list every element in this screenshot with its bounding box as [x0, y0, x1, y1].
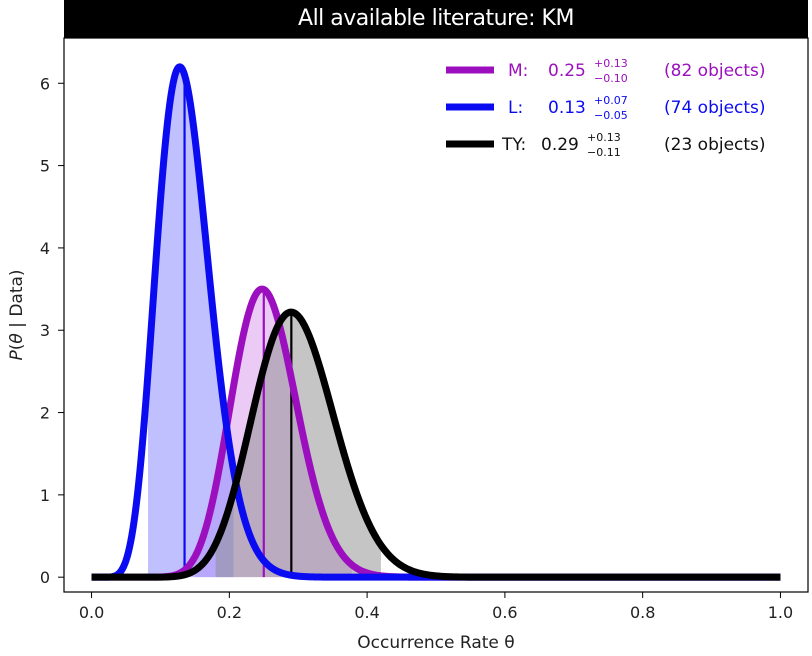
legend-label: L:: [508, 98, 523, 118]
y-axis-label: P(θ | Data): [7, 269, 27, 360]
legend: M: 0.25 +0.13 −0.10 (82 objects) L: 0.13 +0.07 −…: [446, 57, 766, 159]
median-lines: [183, 74, 293, 578]
y-axis-label-rest: | Data): [7, 269, 27, 333]
y-tick-label: 6: [40, 74, 50, 93]
interval-fill-l: [148, 66, 234, 578]
posterior-curves: [89, 63, 783, 581]
x-tick-label: 0.0: [79, 603, 104, 622]
y-axis-label-theta: θ: [7, 333, 27, 344]
x-tick-label: 0.6: [492, 603, 517, 622]
legend-label: M:: [508, 61, 528, 81]
y-axis-label-p: P: [7, 350, 27, 361]
legend-upper-error: +0.13: [587, 131, 621, 144]
legend-lower-error: −0.11: [587, 146, 621, 159]
plot-frame: [63, 37, 809, 593]
x-tick-label: 0.4: [354, 603, 379, 622]
legend-count: (82 objects): [664, 61, 766, 81]
y-tick-label: 3: [40, 321, 50, 340]
y-tick-label: 0: [40, 568, 50, 587]
legend-value: 0.29: [541, 135, 579, 155]
legend-label: TY:: [501, 135, 526, 155]
legend-upper-error: +0.07: [594, 94, 628, 107]
legend-value: 0.25: [548, 61, 586, 81]
legend-item-m: M: 0.25 +0.13 −0.10 (82 objects): [446, 57, 766, 85]
y-tick-label: 4: [40, 239, 50, 258]
x-tick-label: 0.8: [630, 603, 655, 622]
y-axis-ticks: 0 1 2 3 4 5 6: [40, 74, 64, 587]
legend-count: (23 objects): [664, 135, 766, 155]
legend-upper-error: +0.13: [594, 57, 628, 70]
x-axis-ticks: 0.0 0.2 0.4 0.6 0.8 1.0: [79, 592, 793, 622]
legend-lower-error: −0.05: [594, 109, 628, 122]
legend-item-ty: TY: 0.29 +0.13 −0.11 (23 objects): [446, 131, 766, 159]
x-tick-label: 1.0: [768, 603, 793, 622]
credible-interval-fills: [148, 66, 381, 578]
legend-lower-error: −0.10: [594, 72, 628, 85]
x-axis-label: Occurrence Rate θ: [357, 633, 514, 653]
curve-ty: [89, 308, 783, 581]
y-tick-label: 5: [40, 157, 50, 176]
legend-count: (74 objects): [664, 98, 766, 118]
y-tick-label: 2: [40, 404, 50, 423]
interval-fill-ty: [215, 312, 381, 578]
chart-title: All available literature: KM: [64, 0, 808, 38]
y-axis-label-open: (: [7, 344, 27, 351]
y-tick-label: 1: [40, 486, 50, 505]
x-tick-label: 0.2: [217, 603, 242, 622]
legend-value: 0.13: [548, 98, 586, 118]
legend-item-l: L: 0.13 +0.07 −0.05 (74 objects): [446, 94, 766, 122]
